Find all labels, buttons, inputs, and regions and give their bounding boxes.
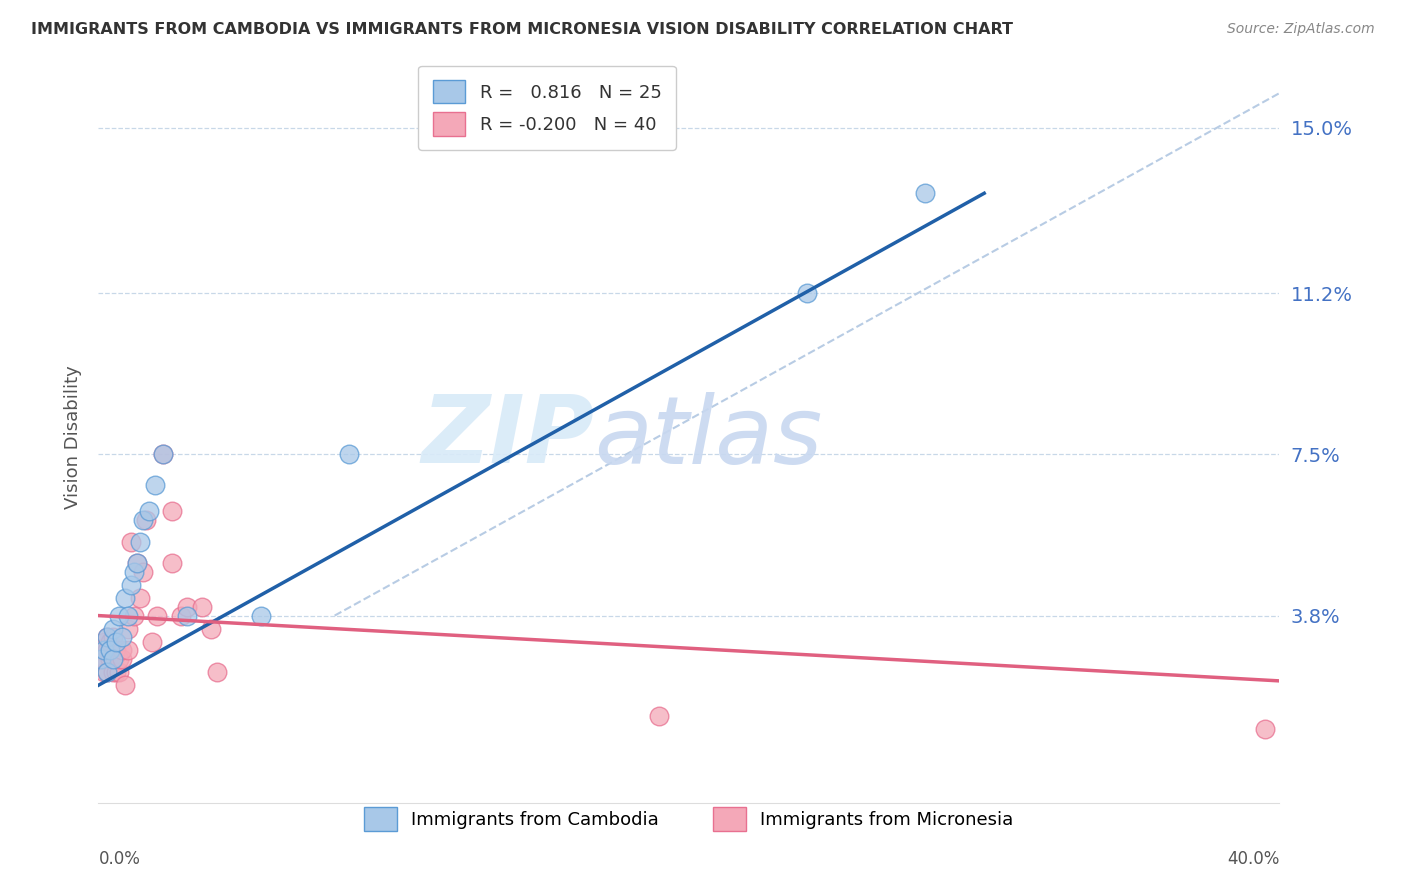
Point: [111, 643, 134, 657]
Point: [162, 557, 183, 571]
Point: [103, 652, 125, 666]
Point: [120, 534, 142, 549]
Point: [105, 634, 128, 648]
Point: [96, 665, 118, 680]
Point: [128, 591, 150, 606]
Text: 0.0%: 0.0%: [98, 850, 141, 868]
Point: [98, 643, 121, 657]
Point: [105, 643, 128, 657]
Point: [111, 652, 134, 666]
Point: [125, 557, 148, 571]
Point: [111, 631, 134, 645]
Point: [122, 608, 145, 623]
Text: Source: ZipAtlas.com: Source: ZipAtlas.com: [1227, 22, 1375, 37]
Point: [108, 665, 131, 680]
Point: [93, 634, 115, 648]
Point: [93, 665, 115, 680]
Point: [103, 631, 125, 645]
Point: [143, 478, 166, 492]
Point: [114, 678, 136, 692]
Text: atlas: atlas: [595, 392, 823, 483]
Point: [132, 513, 155, 527]
Point: [90, 652, 112, 666]
Text: ZIP: ZIP: [422, 391, 595, 483]
Point: [117, 643, 139, 657]
Point: [141, 634, 163, 648]
Point: [250, 608, 273, 623]
Point: [98, 652, 121, 666]
Point: [96, 665, 118, 680]
Point: [339, 448, 361, 462]
Y-axis label: Vision Disability: Vision Disability: [63, 365, 82, 509]
Point: [117, 608, 139, 623]
Point: [914, 186, 936, 201]
Point: [96, 643, 118, 657]
Point: [120, 578, 142, 592]
Point: [96, 631, 118, 645]
Point: [796, 286, 818, 301]
Point: [108, 608, 131, 623]
Text: IMMIGRANTS FROM CAMBODIA VS IMMIGRANTS FROM MICRONESIA VISION DISABILITY CORRELA: IMMIGRANTS FROM CAMBODIA VS IMMIGRANTS F…: [31, 22, 1012, 37]
Point: [170, 608, 193, 623]
Point: [90, 643, 112, 657]
Point: [135, 513, 157, 527]
Point: [162, 504, 183, 518]
Point: [98, 634, 121, 648]
Point: [128, 534, 150, 549]
Point: [103, 652, 125, 666]
Point: [103, 622, 125, 636]
Point: [176, 599, 198, 614]
Point: [105, 665, 128, 680]
Point: [200, 622, 222, 636]
Point: [117, 622, 139, 636]
Point: [146, 608, 169, 623]
Point: [108, 652, 131, 666]
Point: [114, 591, 136, 606]
Point: [103, 665, 125, 680]
Text: 40.0%: 40.0%: [1227, 850, 1279, 868]
Point: [176, 608, 198, 623]
Point: [138, 504, 160, 518]
Point: [125, 557, 148, 571]
Point: [122, 565, 145, 579]
Point: [152, 448, 174, 462]
Point: [205, 665, 228, 680]
Point: [93, 652, 115, 666]
Point: [648, 708, 671, 723]
Point: [132, 565, 155, 579]
Point: [152, 448, 174, 462]
Point: [96, 631, 118, 645]
Point: [1254, 722, 1277, 736]
Point: [191, 599, 214, 614]
Point: [93, 643, 115, 657]
Point: [90, 652, 112, 666]
Legend: Immigrants from Cambodia, Immigrants from Micronesia: Immigrants from Cambodia, Immigrants fro…: [350, 793, 1028, 845]
